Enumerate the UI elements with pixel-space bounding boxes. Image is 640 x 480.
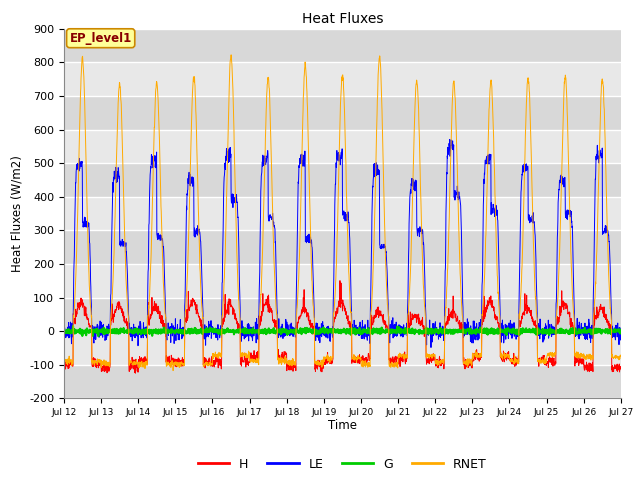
LE [427, 345, 435, 350]
RNET [584, 353, 591, 359]
H [505, 348, 513, 354]
H [336, 278, 344, 284]
H [132, 370, 140, 376]
Bar [64, 230, 621, 264]
G [584, 327, 591, 333]
Bar [64, 29, 621, 62]
G [568, 330, 576, 336]
Text: EP_level1: EP_level1 [70, 32, 132, 45]
G [505, 327, 513, 333]
X-axis label: Time: Time [328, 419, 357, 432]
LE [505, 329, 513, 335]
Bar [64, 365, 621, 398]
LE [584, 336, 591, 342]
Bar [64, 197, 621, 230]
Line: LE: LE [64, 139, 621, 348]
Legend: H, LE, G, RNET: H, LE, G, RNET [193, 453, 492, 476]
Line: H: H [64, 281, 621, 373]
RNET [169, 368, 177, 373]
RNET [505, 352, 513, 358]
Bar [64, 264, 621, 298]
H [617, 365, 625, 371]
G [69, 323, 77, 329]
Bar [64, 130, 621, 163]
LE [60, 328, 68, 334]
LE [617, 325, 625, 331]
LE [568, 225, 576, 230]
LE [358, 318, 366, 324]
LE [446, 136, 454, 142]
H [216, 357, 223, 363]
G [95, 333, 102, 339]
Line: G: G [64, 326, 621, 336]
G [216, 328, 223, 334]
RNET [359, 364, 367, 370]
RNET [227, 52, 235, 58]
RNET [568, 284, 576, 289]
H [584, 368, 591, 374]
RNET [617, 353, 625, 359]
G [359, 327, 367, 333]
G [617, 328, 625, 334]
Bar [64, 331, 621, 365]
Y-axis label: Heat Fluxes (W/m2): Heat Fluxes (W/m2) [11, 155, 24, 272]
Title: Heat Fluxes: Heat Fluxes [301, 12, 383, 26]
LE [371, 168, 378, 174]
Bar [64, 163, 621, 197]
LE [216, 332, 223, 337]
G [60, 328, 68, 334]
Bar [64, 298, 621, 331]
H [60, 360, 68, 366]
RNET [216, 353, 223, 359]
H [359, 353, 367, 359]
Bar [64, 62, 621, 96]
H [371, 314, 379, 320]
H [568, 322, 576, 327]
Line: RNET: RNET [64, 55, 621, 371]
Bar [64, 96, 621, 130]
RNET [60, 360, 68, 365]
G [371, 330, 379, 336]
RNET [371, 199, 379, 205]
